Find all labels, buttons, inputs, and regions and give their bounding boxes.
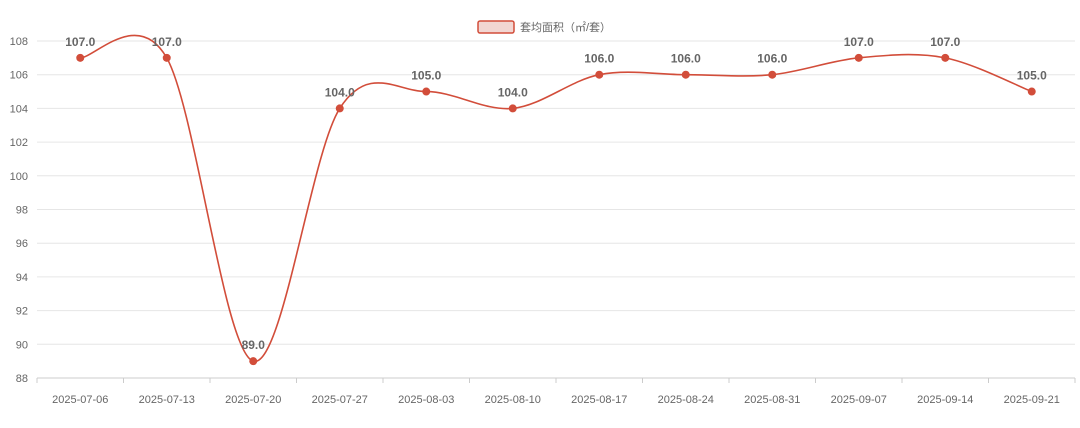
data-label: 106.0	[757, 52, 787, 66]
x-tick-label: 2025-08-03	[398, 394, 454, 406]
data-point[interactable]	[681, 70, 690, 79]
y-axis: 88 90 92 94 96 98 100 102 104 106 108	[10, 36, 28, 385]
data-label: 107.0	[65, 35, 95, 49]
data-label: 106.0	[671, 52, 701, 66]
data-label: 105.0	[411, 69, 441, 83]
series-line	[80, 34, 1033, 362]
data-label: 89.0	[242, 338, 266, 352]
y-tick-label: 104	[10, 103, 28, 115]
data-point[interactable]	[595, 70, 604, 79]
x-tick-label: 2025-08-31	[744, 394, 800, 406]
data-point[interactable]	[76, 53, 85, 62]
x-tick-label: 2025-07-13	[139, 394, 195, 406]
y-tick-label: 88	[16, 373, 28, 385]
data-label: 106.0	[584, 52, 614, 66]
y-tick-label: 90	[16, 339, 28, 351]
data-label: 107.0	[844, 35, 874, 49]
x-tick-label: 2025-07-06	[52, 394, 108, 406]
data-point[interactable]	[941, 53, 950, 62]
data-label: 104.0	[325, 85, 355, 99]
data-point[interactable]	[335, 104, 344, 113]
x-tick-label: 2025-08-24	[658, 394, 714, 406]
data-point[interactable]	[768, 70, 777, 79]
legend-swatch	[477, 20, 515, 34]
y-tick-label: 92	[16, 306, 28, 318]
data-label: 107.0	[152, 35, 182, 49]
x-tick-label: 2025-09-14	[917, 394, 973, 406]
data-point[interactable]	[422, 87, 431, 96]
data-point[interactable]	[162, 53, 171, 62]
x-axis: 2025-07-06 2025-07-13 2025-07-20 2025-07-27…	[36, 377, 1076, 406]
y-tick-label: 98	[16, 205, 28, 217]
data-label: 104.0	[498, 85, 528, 99]
data-point[interactable]	[508, 104, 517, 113]
data-point[interactable]	[854, 53, 863, 62]
data-labels: 107.0 107.0 89.0 104.0 105.0 104.0 106.0 106.0 1…	[65, 35, 1047, 352]
data-point[interactable]	[1027, 87, 1036, 96]
y-tick-label: 108	[10, 36, 28, 48]
legend[interactable]: 套均面积（㎡/套）	[477, 20, 611, 34]
x-tick-label: 2025-07-27	[312, 394, 368, 406]
series-layer	[76, 34, 1036, 366]
data-label: 105.0	[1017, 69, 1047, 83]
y-tick-label: 102	[10, 137, 28, 149]
y-tick-label: 94	[16, 272, 28, 284]
y-tick-label: 100	[10, 171, 28, 183]
legend-label: 套均面积（㎡/套）	[520, 21, 611, 34]
x-tick-label: 2025-09-07	[831, 394, 887, 406]
grid	[37, 40, 1075, 379]
data-point[interactable]	[249, 357, 258, 366]
x-tick-label: 2025-09-21	[1004, 394, 1060, 406]
x-tick-label: 2025-07-20	[225, 394, 281, 406]
data-label: 107.0	[930, 35, 960, 49]
y-tick-label: 106	[10, 70, 28, 82]
x-tick-label: 2025-08-10	[485, 394, 541, 406]
x-tick-label: 2025-08-17	[571, 394, 627, 406]
y-tick-label: 96	[16, 238, 28, 250]
